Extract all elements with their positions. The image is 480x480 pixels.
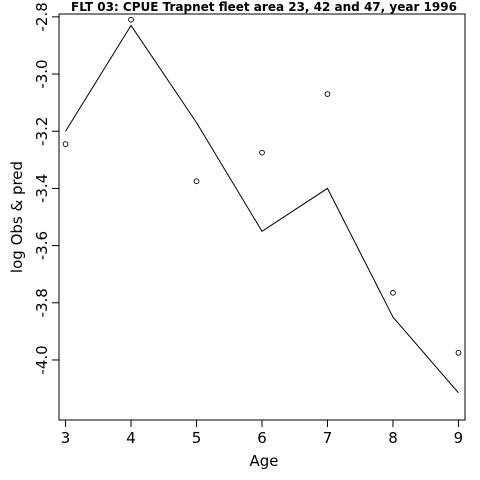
predicted-line: [65, 24, 459, 394]
observed-point: [455, 349, 462, 356]
y-tick-label: -3.4: [33, 174, 51, 203]
y-axis: -2.8 -3.0 -3.2 -3.4 -3.6 -3.8 -4.0: [33, 2, 59, 375]
observed-point: [193, 178, 200, 185]
plot-box: [58, 13, 466, 421]
x-tick-label: 5: [192, 429, 202, 447]
y-tick-label: -3.2: [33, 117, 51, 146]
y-tick-label: -3.8: [33, 288, 51, 317]
x-tick-label: 6: [257, 429, 267, 447]
x-tick-label: 8: [388, 429, 398, 447]
observed-point: [390, 289, 396, 296]
observed-point: [128, 16, 134, 23]
y-tick-label: -2.8: [33, 2, 51, 31]
observed-point: [324, 91, 331, 97]
y-axis-label: log Obs & pred: [8, 161, 26, 273]
chart-title: FLT 03: CPUE Trapnet fleet area 23, 42 a…: [71, 0, 457, 14]
x-tick-label: 3: [61, 429, 71, 447]
x-tick-label: 4: [126, 429, 136, 447]
x-axis: 3 4 5 6 7 8 9: [61, 420, 463, 447]
y-tick-label: -3.0: [33, 59, 51, 88]
x-axis-label: Age: [249, 452, 278, 470]
observed-points-series: [62, 16, 462, 356]
predicted-line-series: [65, 24, 459, 394]
x-tick-label: 7: [323, 429, 333, 447]
y-tick-label: -4.0: [33, 345, 51, 374]
observed-point: [62, 141, 69, 147]
x-tick-label: 9: [454, 429, 464, 447]
observed-point: [259, 149, 265, 156]
y-tick-label: -3.6: [33, 231, 51, 260]
